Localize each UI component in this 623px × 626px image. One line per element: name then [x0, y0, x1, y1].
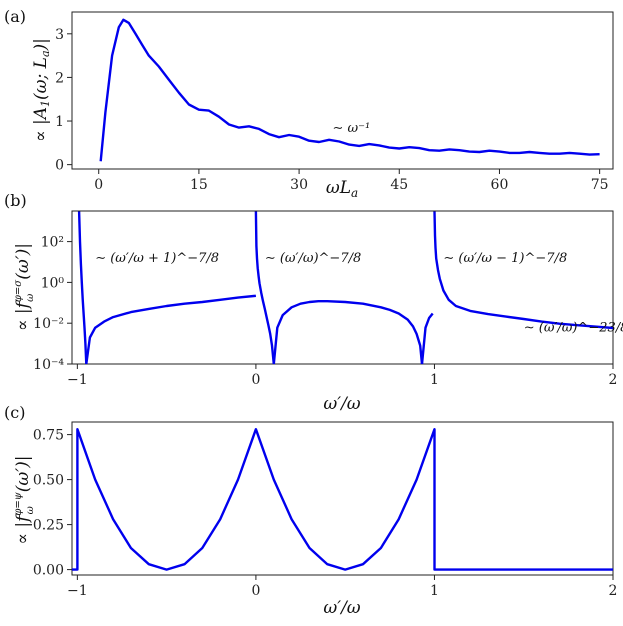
- panel-b-xlabel: ω′/ω: [323, 394, 360, 414]
- x-tick-label: −1: [67, 372, 88, 388]
- x-tick-label: 30: [290, 177, 308, 193]
- panel-a: (a) 0 15 30 45 60 75 0 1 2 3 ωLa ∝ |A1(ω; La)| ∼ …: [4, 7, 614, 200]
- annotation: ∼ (ω′/ω)^−23/8: [524, 320, 623, 335]
- x-tick-label: 1: [430, 583, 439, 599]
- series-line-1: [85, 294, 257, 365]
- annotation: ∼ (ω′/ω − 1)^−7/8: [443, 251, 567, 266]
- x-tick-label: 2: [609, 372, 618, 388]
- x-tick-label: 15: [190, 177, 208, 193]
- annotation: ∼ (ω′/ω + 1)^−7/8: [95, 251, 219, 266]
- x-tick-label: 75: [591, 177, 609, 193]
- series-line-5: [433, 211, 614, 330]
- y-tick-label: 2: [55, 70, 64, 86]
- series-line-2: [254, 211, 275, 365]
- series-line-4: [420, 312, 434, 365]
- y-tick-label: 10⁻⁴: [33, 357, 64, 373]
- x-tick-label: 2: [609, 583, 618, 599]
- y-tick-label: 3: [55, 27, 64, 43]
- panel-c-frame: [71, 421, 614, 576]
- panel-c: (c) −1 0 1 2 0.00 0.25 0.50 0.75 ω′/ω ∝ |fφ=ψω(…: [4, 403, 617, 618]
- y-tick-label: 0.75: [33, 428, 64, 444]
- panel-a-frame: [71, 11, 614, 170]
- y-tick-label: 0.25: [33, 518, 64, 534]
- x-tick-label: 1: [430, 372, 439, 388]
- y-tick-label: 10⁰: [41, 275, 65, 291]
- series-line-0: [77, 211, 88, 365]
- series-line-0: [99, 18, 600, 162]
- y-tick-label: 0: [55, 158, 64, 174]
- panel-a-xlabel: ωLa: [326, 178, 358, 200]
- y-tick-label: 0.50: [33, 473, 64, 489]
- panel-a-label: (a): [4, 7, 26, 26]
- series-line-3: [272, 300, 424, 365]
- x-tick-label: −1: [67, 583, 88, 599]
- panel-c-ylabel: ∝ |fφ=ψω(ω′)|: [13, 455, 36, 544]
- x-tick-label: 45: [390, 177, 408, 193]
- panel-a-ylabel: ∝ |A1(ω; La)|: [31, 38, 52, 142]
- x-tick-label: 0: [94, 177, 103, 193]
- panel-b: (b) −1 0 1 2 10⁻⁴ 10⁻² 10⁰ 10² ω′/ω ∝ |fφ=σω(ω′…: [4, 191, 623, 414]
- y-tick-label: 1: [55, 114, 64, 130]
- series-line-0: [72, 428, 613, 571]
- panel-c-xlabel: ω′/ω: [323, 598, 360, 618]
- panel-b-ylabel: ∝ |fφ=σω(ω′)|: [13, 243, 36, 331]
- y-tick-label: 0.00: [33, 563, 64, 579]
- annotation: ∼ ω⁻¹: [332, 121, 370, 136]
- y-tick-label: 10⁻²: [33, 316, 64, 332]
- x-tick-label: 60: [491, 177, 509, 193]
- annotation: ∼ (ω′/ω)^−7/8: [265, 251, 361, 266]
- panel-b-label: (b): [4, 191, 27, 210]
- panel-c-label: (c): [4, 403, 25, 422]
- y-tick-label: 10²: [41, 235, 64, 251]
- x-tick-label: 0: [251, 372, 260, 388]
- x-tick-label: 0: [251, 583, 260, 599]
- panel-b-frame: [71, 210, 614, 365]
